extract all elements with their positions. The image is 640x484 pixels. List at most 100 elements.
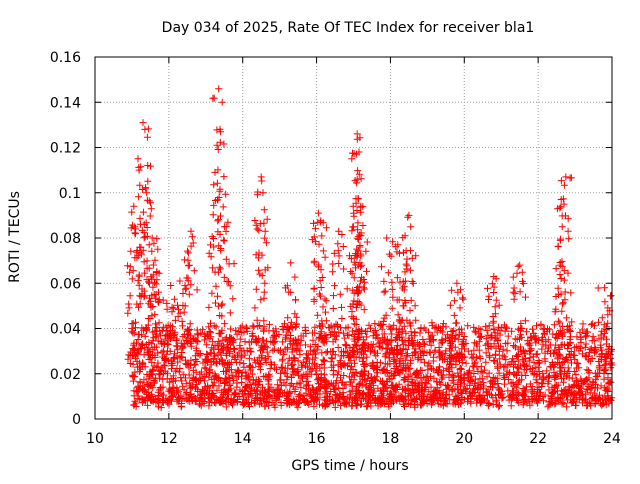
data-point <box>353 179 361 187</box>
data-point <box>322 349 330 357</box>
data-point <box>512 381 520 388</box>
data-point <box>383 387 391 395</box>
data-point <box>559 332 567 340</box>
data-point <box>157 331 165 339</box>
data-point <box>346 391 354 399</box>
data-point <box>417 325 425 333</box>
data-point <box>556 271 564 278</box>
data-point <box>552 396 560 404</box>
data-point <box>319 356 327 364</box>
data-point <box>176 354 184 362</box>
data-point <box>252 221 260 229</box>
data-point <box>280 368 288 376</box>
data-point <box>221 320 229 328</box>
data-point <box>173 397 181 405</box>
data-point <box>238 369 246 377</box>
data-point <box>360 278 368 286</box>
data-point <box>420 392 428 400</box>
data-point <box>197 329 205 337</box>
data-point <box>564 227 572 235</box>
data-point <box>141 125 149 133</box>
data-point <box>400 322 408 330</box>
data-point <box>475 391 483 399</box>
data-point <box>316 330 324 338</box>
data-point <box>294 403 302 411</box>
data-point <box>145 241 153 249</box>
data-point <box>607 354 614 362</box>
data-point <box>169 392 177 400</box>
data-point <box>349 369 357 377</box>
data-point <box>340 392 348 400</box>
data-point <box>289 368 297 376</box>
data-point <box>234 366 242 374</box>
data-point <box>292 323 300 331</box>
data-point <box>403 262 411 270</box>
data-point <box>351 340 359 348</box>
data-point <box>413 394 421 402</box>
data-point <box>145 197 153 205</box>
data-point <box>225 278 232 286</box>
data-point <box>443 385 451 393</box>
data-point <box>386 375 394 383</box>
data-point <box>321 295 329 303</box>
data-point <box>511 290 519 298</box>
data-point <box>333 377 341 385</box>
data-point <box>559 300 566 308</box>
data-point <box>183 361 191 368</box>
data-point <box>348 227 356 235</box>
data-point <box>152 333 160 341</box>
data-point <box>138 226 146 234</box>
data-point <box>560 341 568 349</box>
data-point <box>387 392 395 400</box>
data-point <box>399 395 407 403</box>
data-point <box>570 368 578 375</box>
data-point <box>393 274 401 282</box>
data-point <box>532 376 540 384</box>
data-point <box>558 212 566 220</box>
data-point <box>299 359 307 367</box>
data-point <box>214 217 222 225</box>
data-point <box>382 345 390 353</box>
data-point <box>408 254 416 262</box>
data-point <box>254 381 262 388</box>
data-point <box>212 282 220 290</box>
data-point <box>211 342 219 349</box>
data-point <box>304 351 312 359</box>
data-point <box>482 349 490 357</box>
data-point <box>127 247 135 255</box>
data-point <box>331 403 339 411</box>
data-point <box>566 328 574 335</box>
data-point <box>147 162 154 170</box>
data-point <box>347 268 355 275</box>
data-point <box>126 263 134 271</box>
data-point <box>163 331 171 339</box>
data-point <box>284 359 292 367</box>
data-point <box>397 349 405 357</box>
data-point <box>481 366 488 374</box>
data-point <box>150 239 158 247</box>
data-point <box>349 350 357 358</box>
data-point <box>519 355 527 363</box>
data-point <box>206 365 214 373</box>
data-point <box>140 376 148 384</box>
y-tick-label: 0.06 <box>50 276 81 292</box>
data-point <box>514 262 522 270</box>
data-point <box>466 378 474 386</box>
data-point <box>179 322 186 330</box>
data-point <box>372 352 380 360</box>
data-point <box>484 399 492 407</box>
y-tick-label: 0.12 <box>50 141 81 157</box>
data-point <box>312 395 320 403</box>
data-point <box>506 369 514 376</box>
data-point <box>317 333 325 341</box>
data-point <box>144 321 152 329</box>
data-point <box>583 376 591 384</box>
data-point <box>420 373 428 381</box>
data-point <box>387 399 395 407</box>
data-point <box>290 354 298 362</box>
data-point <box>255 226 263 234</box>
data-point <box>430 374 438 382</box>
data-point <box>404 392 412 400</box>
data-point <box>550 321 558 329</box>
data-point <box>607 292 614 300</box>
